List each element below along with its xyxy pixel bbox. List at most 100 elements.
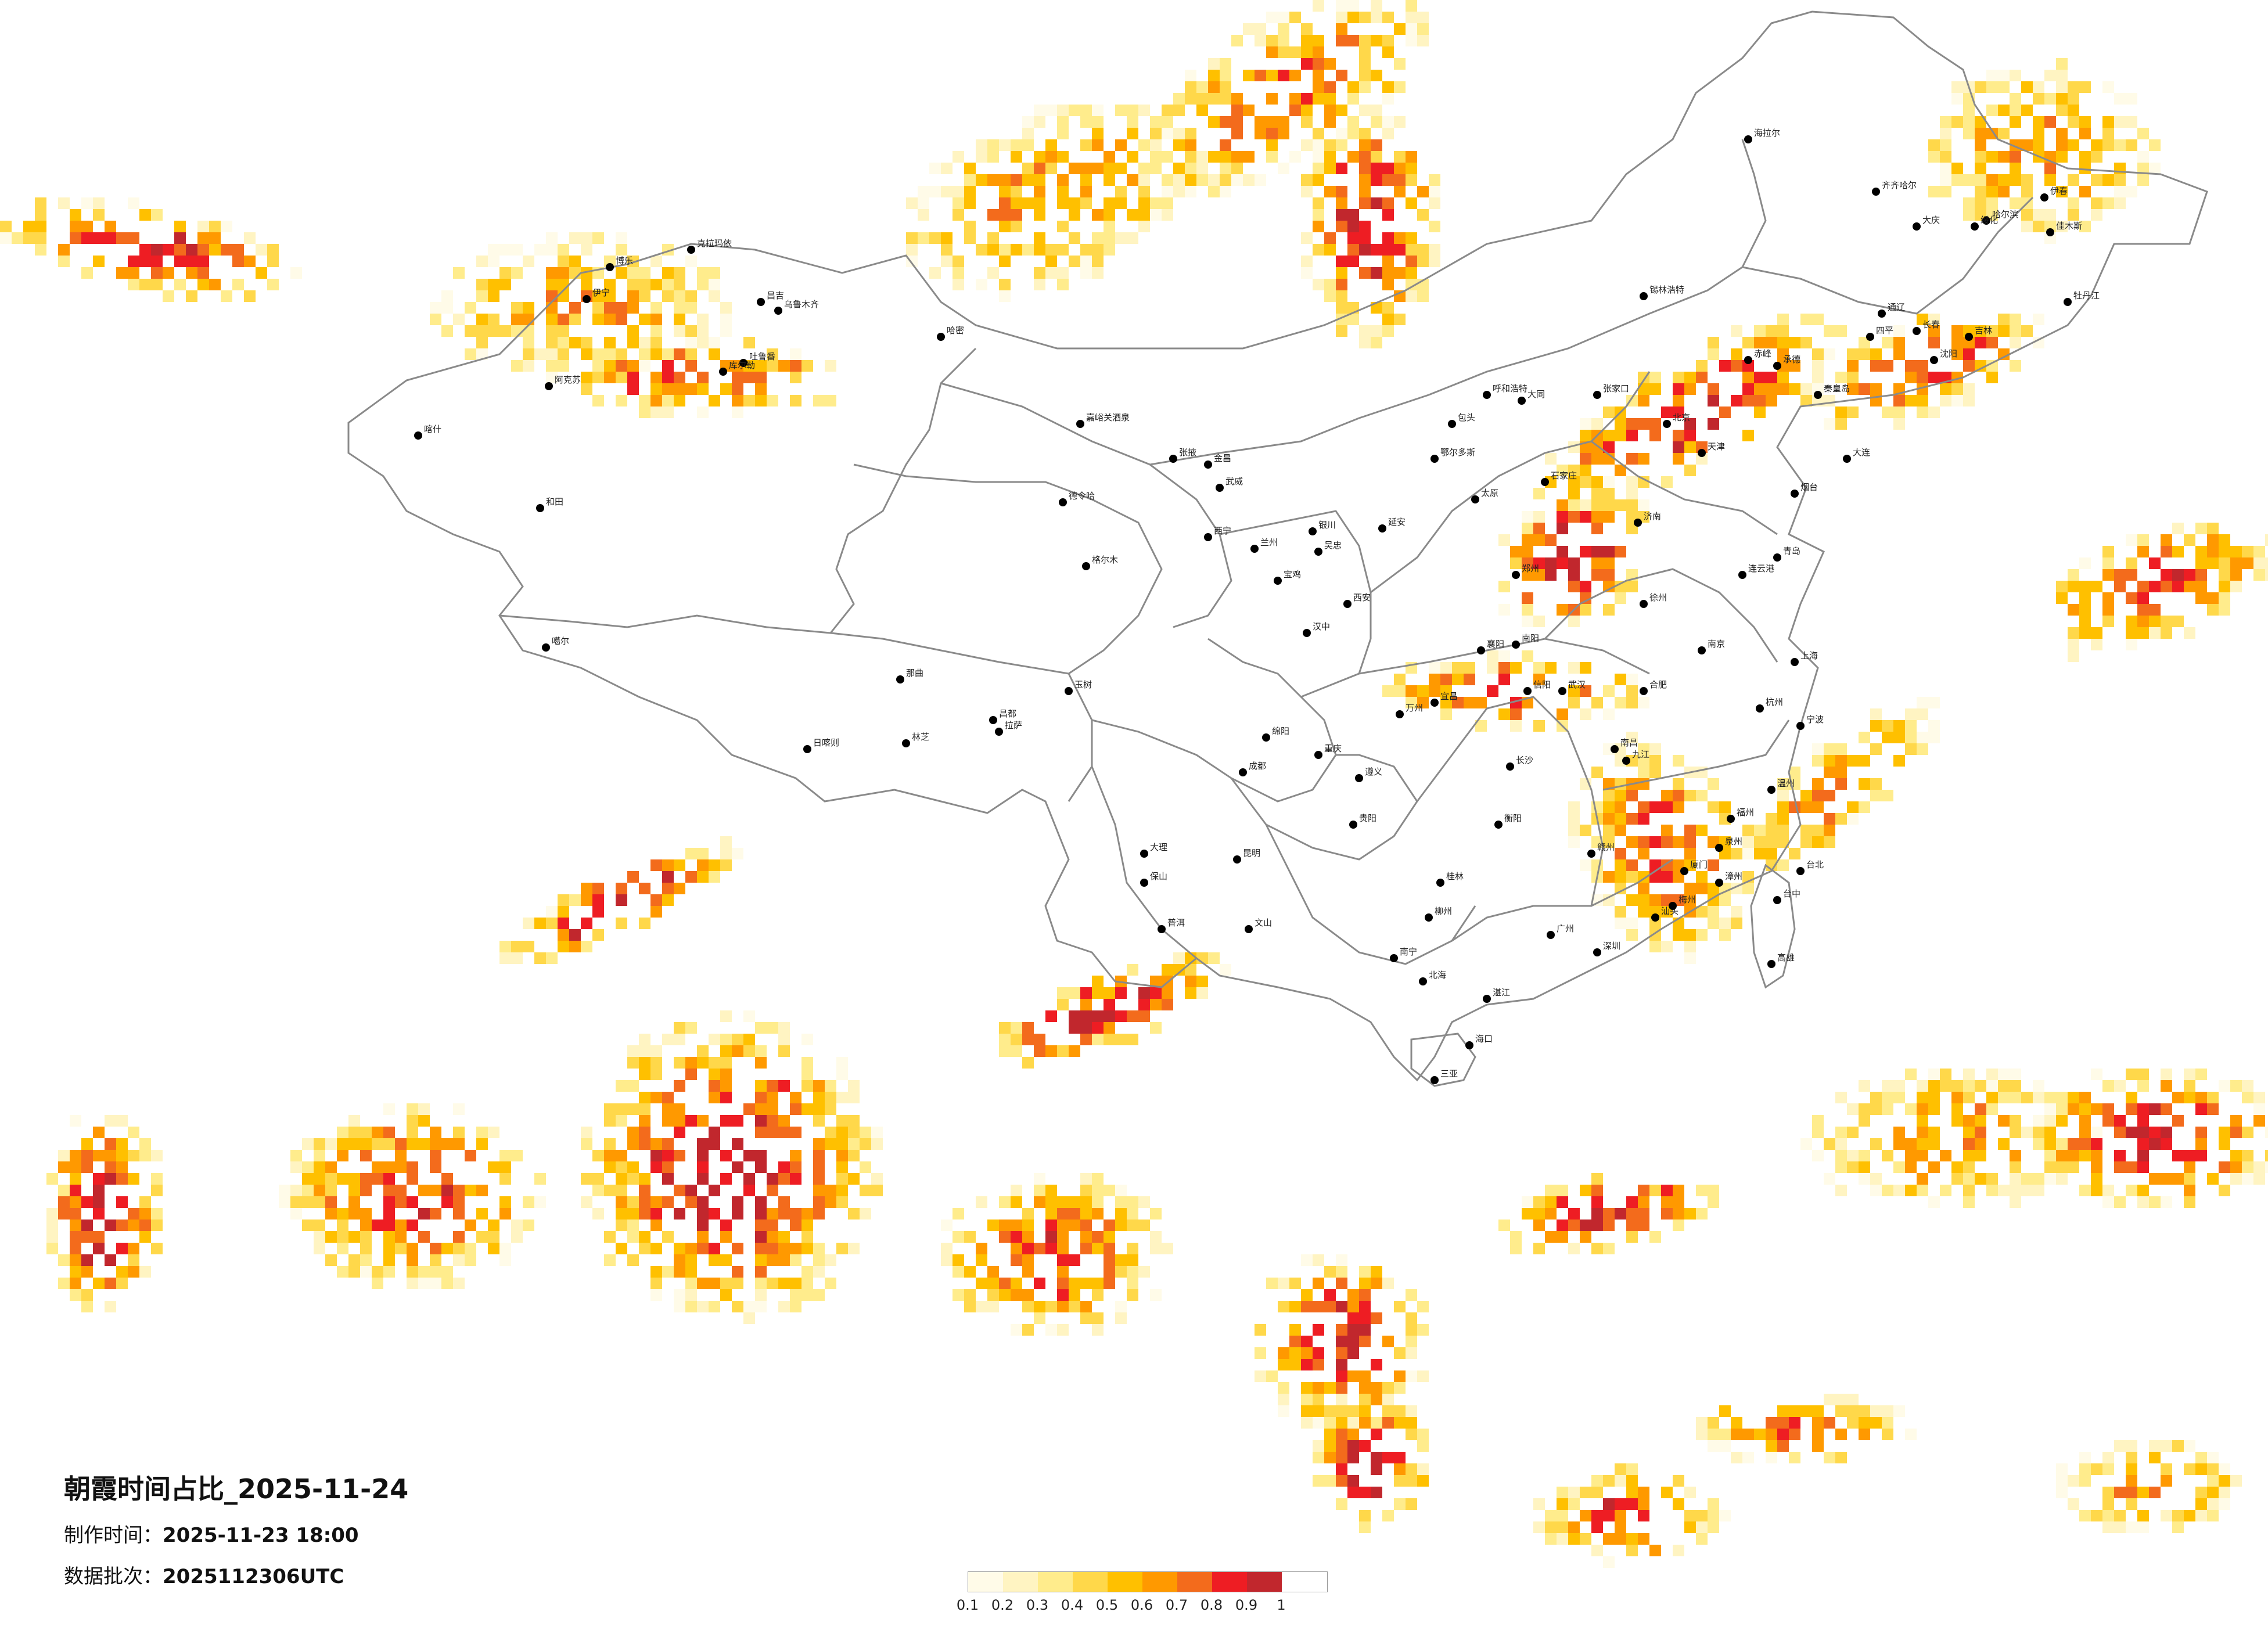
glow-cell — [209, 279, 221, 290]
glow-cell — [1777, 314, 1789, 325]
glow-cell — [2126, 1185, 2137, 1196]
glow-cell — [2091, 209, 2102, 221]
glow-cell — [2161, 1080, 2172, 1092]
glow-cell — [1533, 523, 1545, 534]
glow-cell — [1162, 116, 1173, 128]
city-dot — [1866, 333, 1874, 341]
glow-cell — [1347, 1405, 1359, 1417]
glow-cell — [941, 232, 953, 244]
glow-cell — [488, 279, 499, 290]
glow-cell — [778, 1115, 790, 1127]
glow-cell — [627, 1057, 639, 1069]
glow-cell — [1963, 174, 1975, 186]
glow-cell — [801, 1278, 813, 1289]
glow-cell — [1313, 1382, 1324, 1394]
glow-cell — [1045, 256, 1057, 267]
glow-cell — [1870, 1138, 1882, 1150]
glow-cell — [1336, 23, 1347, 35]
glow-cell — [1603, 1498, 1615, 1510]
glow-cell — [2044, 221, 2056, 232]
glow-cell — [1917, 314, 1928, 325]
city-dot — [1738, 571, 1746, 579]
glow-cell — [1545, 569, 1557, 581]
glow-cell — [1301, 139, 1313, 151]
glow-cell — [2068, 174, 2079, 186]
glow-cell — [1080, 256, 1092, 267]
glow-cell — [2114, 1161, 2126, 1173]
glow-cell — [116, 267, 128, 279]
glow-cell — [801, 1034, 813, 1045]
glow-cell — [976, 174, 987, 186]
glow-cell — [1173, 174, 1185, 186]
glow-cell — [790, 1092, 801, 1103]
glow-cell — [1080, 1208, 1092, 1220]
glow-cell — [1545, 1510, 1557, 1521]
glow-cell — [407, 1196, 418, 1208]
glow-cell — [1440, 697, 1452, 708]
glow-cell — [1080, 1301, 1092, 1312]
glow-cell — [918, 232, 929, 244]
glow-cell — [639, 1034, 650, 1045]
glow-cell — [337, 1208, 348, 1220]
glow-cell — [732, 1196, 743, 1208]
city-dot — [1744, 356, 1752, 364]
glow-cell — [1080, 267, 1092, 279]
glow-cell — [929, 267, 941, 279]
glow-cell — [1347, 256, 1359, 267]
glow-cell — [836, 1057, 848, 1069]
glow-cell — [58, 1208, 70, 1220]
glow-cell — [1092, 1173, 1104, 1185]
glow-cell — [2126, 1521, 2137, 1533]
glow-cell — [1080, 999, 1092, 1010]
glow-cell — [1847, 360, 1859, 372]
glow-cell — [1138, 1196, 1150, 1208]
glow-cell — [12, 232, 23, 244]
glow-cell — [825, 1185, 836, 1196]
glow-cell — [81, 1161, 93, 1173]
glow-cell — [1917, 1127, 1928, 1138]
glow-cell — [662, 406, 674, 418]
glow-cell — [1859, 1405, 1870, 1417]
glow-cell — [743, 1301, 755, 1312]
glow-cell — [1359, 1487, 1371, 1498]
border-xinjiang — [499, 347, 977, 634]
glow-cell — [128, 1254, 139, 1266]
glow-cell — [2068, 197, 2079, 209]
glow-cell — [1603, 1533, 1615, 1545]
glow-cell — [1324, 1440, 1336, 1452]
glow-cell — [1324, 279, 1336, 290]
glow-cell — [1347, 151, 1359, 163]
glow-cell — [767, 1173, 778, 1185]
city-label: 日喀则 — [813, 738, 839, 748]
glow-cell — [1127, 1208, 1138, 1220]
glow-cell — [1557, 1487, 1568, 1498]
glow-cell — [1533, 511, 1545, 523]
city-dot — [542, 643, 550, 652]
glow-cell — [1545, 1521, 1557, 1533]
glow-cell — [790, 1289, 801, 1301]
city-label: 鄂尔多斯 — [1440, 447, 1475, 458]
glow-cell — [1568, 1521, 1580, 1533]
glow-cell — [1673, 1196, 1684, 1208]
glow-cell — [2230, 581, 2242, 592]
glow-cell — [639, 348, 650, 360]
glow-cell — [1893, 1138, 1905, 1150]
glow-cell — [1731, 1417, 1742, 1429]
city-dot — [1436, 879, 1444, 887]
glow-cell — [1092, 1034, 1104, 1045]
glow-cell — [1057, 1254, 1069, 1266]
glow-cell — [2137, 581, 2149, 592]
glow-cell — [1313, 46, 1324, 58]
glow-cell — [534, 918, 546, 929]
glow-cell — [2091, 1185, 2102, 1196]
glow-cell — [174, 256, 186, 267]
glow-cell — [1731, 395, 1742, 406]
glow-cell — [953, 256, 964, 267]
glow-cell — [604, 1254, 616, 1266]
glow-cell — [302, 1220, 314, 1231]
city-dot — [414, 431, 422, 440]
glow-cell — [325, 1231, 337, 1243]
glow-cell — [604, 314, 616, 325]
glow-cell — [592, 302, 604, 314]
glow-cell — [1557, 1510, 1568, 1521]
